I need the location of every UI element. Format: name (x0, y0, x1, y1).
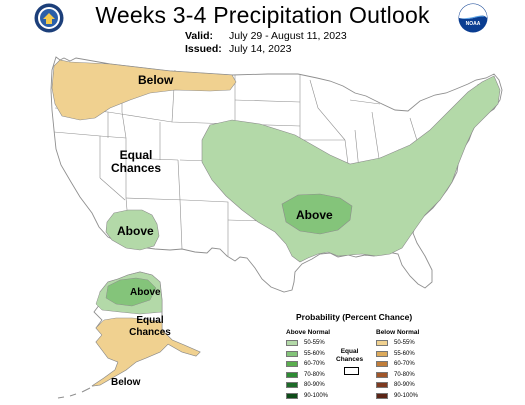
aleutian-islands (57, 387, 91, 399)
legend-below-row: 55-60% (376, 350, 415, 358)
legend-below-row-label: 80-90% (394, 382, 415, 388)
legend-equal-line1: Equal (340, 348, 359, 355)
legend-below-row-label: 60-70% (394, 361, 415, 367)
legend-below-row: 70-80% (376, 371, 415, 379)
noaa-logo-text: NOAA (466, 21, 481, 27)
legend-title: Probability (Percent Chance) (296, 312, 413, 322)
valid-dates: July 29 - August 11, 2023 (229, 30, 347, 42)
legend-below-header: Below Normal (376, 329, 420, 336)
valid-label: Valid: (185, 30, 214, 42)
legend-above-row: 55-60% (286, 350, 325, 358)
label-below-northwest: Below (138, 73, 174, 87)
legend-above-row-label: 55-60% (304, 350, 325, 357)
issued-date: July 14, 2023 (229, 43, 292, 55)
legend-below-row: 50-55% (376, 339, 415, 347)
legend-below-row-swatch (376, 350, 388, 357)
legend-above-row-swatch (286, 361, 298, 367)
legend-below-row-label: 55-60% (394, 350, 415, 357)
above-region-east (201, 75, 501, 263)
legend-above-row: 60-70% (286, 360, 325, 368)
legend-below-row-swatch (376, 340, 388, 346)
legend-below-row-label: 90-100% (394, 392, 419, 399)
legend-below-row-swatch (376, 392, 388, 399)
noaa-logo-icon: NOAA (458, 3, 488, 33)
legend-equal-swatch (344, 367, 359, 375)
below-region-northwest (51, 59, 237, 121)
legend-above-row-label: 50-55% (304, 340, 325, 346)
legend-above-row: 90-100% (286, 392, 328, 400)
legend-below-row-label: 70-80% (394, 371, 415, 378)
legend-below-row-swatch (376, 382, 388, 388)
legend-above-row: 50-55% (286, 339, 325, 347)
legend-below-row: 80-90% (376, 381, 415, 389)
legend-above-row-swatch (286, 350, 298, 357)
issued-label: Issued: (185, 43, 222, 55)
legend-above-row-label: 90-100% (304, 392, 329, 399)
alaska-above-core (105, 277, 157, 307)
legend-above-row: 70-80% (286, 371, 325, 379)
map-title: Weeks 3-4 Precipitation Outlook (95, 2, 430, 28)
above-region-southwest (105, 209, 160, 251)
legend-above-row-label: 80-90% (304, 382, 325, 388)
label-equal-alaska-line2: Chances (129, 327, 171, 338)
legend-above-header: Above Normal (286, 329, 331, 336)
legend-below-row-swatch (376, 361, 388, 367)
legend-below-row: 60-70% (376, 360, 415, 368)
legend-above-row-label: 60-70% (304, 361, 325, 367)
label-above-southwest: Above (117, 224, 154, 238)
doc-seal-icon (34, 3, 64, 33)
probability-legend: Probability (Percent Chance) Above Norma… (284, 312, 516, 402)
label-above-alaska: Above (130, 287, 161, 298)
legend-equal-line2: Chances (336, 356, 364, 363)
legend-equal-label: Equal Chances (336, 348, 363, 364)
date-info: Valid: July 29 - August 11, 2023 Issued: J… (185, 30, 347, 56)
legend-above-row-swatch (286, 371, 298, 378)
legend-above-row: 80-90% (286, 381, 325, 389)
above-core-south (281, 193, 353, 235)
label-below-alaska: Below (111, 377, 141, 388)
legend-above-row-label: 70-80% (304, 371, 325, 378)
legend-above-row-swatch (286, 382, 298, 388)
alaska-below-region (91, 317, 201, 387)
label-equal-west-line2: Chances (111, 161, 161, 175)
legend-above-row-swatch (286, 392, 298, 399)
label-above-south: Above (296, 208, 333, 222)
legend-below-row-swatch (376, 371, 388, 378)
legend-above-row-swatch (286, 340, 298, 346)
label-equal-west-line1: Equal (120, 148, 153, 162)
legend-below-row-label: 50-55% (394, 340, 415, 346)
label-equal-alaska-line1: Equal (136, 315, 163, 326)
legend-below-row: 90-100% (376, 392, 418, 400)
